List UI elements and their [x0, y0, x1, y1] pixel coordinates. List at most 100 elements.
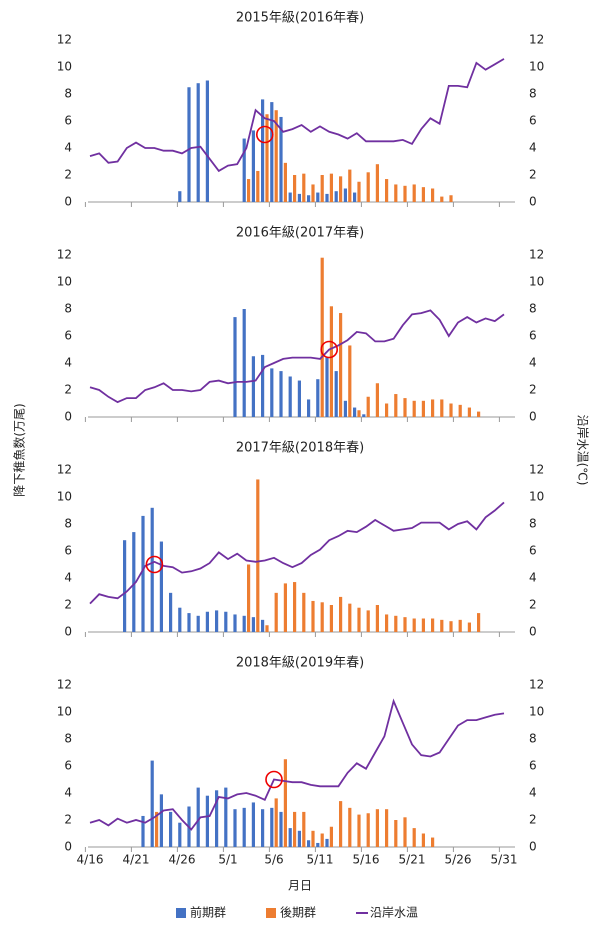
- bar: [357, 607, 361, 632]
- bar: [329, 306, 333, 417]
- bar: [412, 184, 416, 202]
- y-tick-label: 8: [64, 732, 72, 746]
- legend-swatch: [266, 908, 276, 918]
- bar: [187, 613, 191, 632]
- bar: [123, 540, 127, 632]
- highlight-circle: [255, 125, 274, 144]
- y2-tick-label: 2: [529, 598, 537, 612]
- legend-label: 沿岸水温: [370, 906, 418, 920]
- bar: [265, 114, 269, 202]
- bar: [247, 564, 251, 632]
- bar: [353, 407, 357, 417]
- bar: [256, 479, 260, 632]
- legend-label: 後期群: [280, 906, 316, 920]
- y2-tick-label: 10: [529, 705, 544, 719]
- bar: [385, 403, 389, 417]
- y2-tick-label: 12: [529, 463, 544, 477]
- bar: [431, 837, 435, 847]
- bar: [366, 396, 370, 417]
- bar: [132, 532, 136, 632]
- y-tick-label: 0: [64, 410, 72, 424]
- x-tick-label: 5/11: [307, 853, 334, 867]
- bar: [178, 822, 182, 847]
- bar: [150, 760, 154, 847]
- bar: [283, 759, 287, 847]
- bar: [440, 619, 444, 632]
- bar: [159, 541, 163, 632]
- bar: [141, 815, 145, 847]
- bar: [233, 614, 237, 632]
- y2-tick-label: 0: [529, 195, 537, 209]
- bar: [366, 172, 370, 202]
- y-tick-label: 4: [64, 141, 72, 155]
- y2-tick-label: 2: [529, 813, 537, 827]
- bar: [178, 607, 182, 632]
- bar: [375, 164, 379, 202]
- bar: [334, 191, 338, 202]
- bar: [311, 600, 315, 632]
- y2-tick-label: 12: [529, 678, 544, 692]
- bar: [274, 798, 278, 847]
- bar: [385, 614, 389, 632]
- bar: [159, 794, 163, 847]
- bar: [343, 400, 347, 417]
- bar: [339, 801, 343, 847]
- temperature-line: [89, 501, 505, 605]
- bar: [412, 400, 416, 417]
- bar: [279, 371, 283, 417]
- y2-tick-label: 6: [529, 329, 537, 343]
- bar: [375, 809, 379, 847]
- bar: [297, 380, 301, 417]
- bar: [467, 407, 471, 417]
- bar: [288, 192, 292, 202]
- bar: [375, 383, 379, 417]
- y-tick-label: 12: [57, 463, 72, 477]
- y2-tick-label: 4: [529, 356, 537, 370]
- y-tick-label: 6: [64, 544, 72, 558]
- bar: [385, 809, 389, 847]
- y2-tick-label: 0: [529, 625, 537, 639]
- bar: [431, 188, 435, 202]
- bar: [251, 356, 255, 417]
- bar: [421, 618, 425, 632]
- y-axis-label: 降下稚魚数(万尾): [12, 403, 27, 496]
- bar: [421, 833, 425, 847]
- bar: [431, 399, 435, 417]
- chart-title: 2018年級(2019年春): [236, 656, 364, 671]
- y-tick-label: 8: [64, 517, 72, 531]
- y2-tick-label: 10: [529, 490, 544, 504]
- bar: [270, 807, 274, 847]
- y2-tick-label: 4: [529, 571, 537, 585]
- y2-tick-label: 4: [529, 786, 537, 800]
- y-tick-label: 4: [64, 786, 72, 800]
- bar: [279, 811, 283, 847]
- y-tick-label: 0: [64, 840, 72, 854]
- bar: [329, 173, 333, 202]
- bar: [261, 809, 265, 847]
- y2-tick-label: 2: [529, 168, 537, 182]
- y-tick-label: 0: [64, 195, 72, 209]
- bar: [307, 399, 311, 417]
- y2-tick-label: 10: [529, 275, 544, 289]
- bar: [440, 399, 444, 417]
- bar: [288, 376, 292, 417]
- y-tick-label: 12: [57, 248, 72, 262]
- bar: [329, 605, 333, 632]
- bar: [302, 811, 306, 847]
- y-tick-label: 10: [57, 60, 72, 74]
- y-tick-label: 4: [64, 356, 72, 370]
- bar: [421, 400, 425, 417]
- bar: [261, 354, 265, 417]
- bar: [297, 830, 301, 847]
- y-tick-label: 0: [64, 625, 72, 639]
- y2-tick-label: 8: [529, 732, 537, 746]
- bar: [353, 192, 357, 202]
- x-tick-label: 5/16: [353, 853, 380, 867]
- bar: [325, 357, 329, 417]
- y2-tick-label: 6: [529, 544, 537, 558]
- x-tick-label: 4/16: [77, 853, 104, 867]
- bar: [251, 130, 255, 202]
- bar: [362, 414, 366, 417]
- x-tick-label: 5/26: [445, 853, 472, 867]
- bar: [205, 611, 209, 632]
